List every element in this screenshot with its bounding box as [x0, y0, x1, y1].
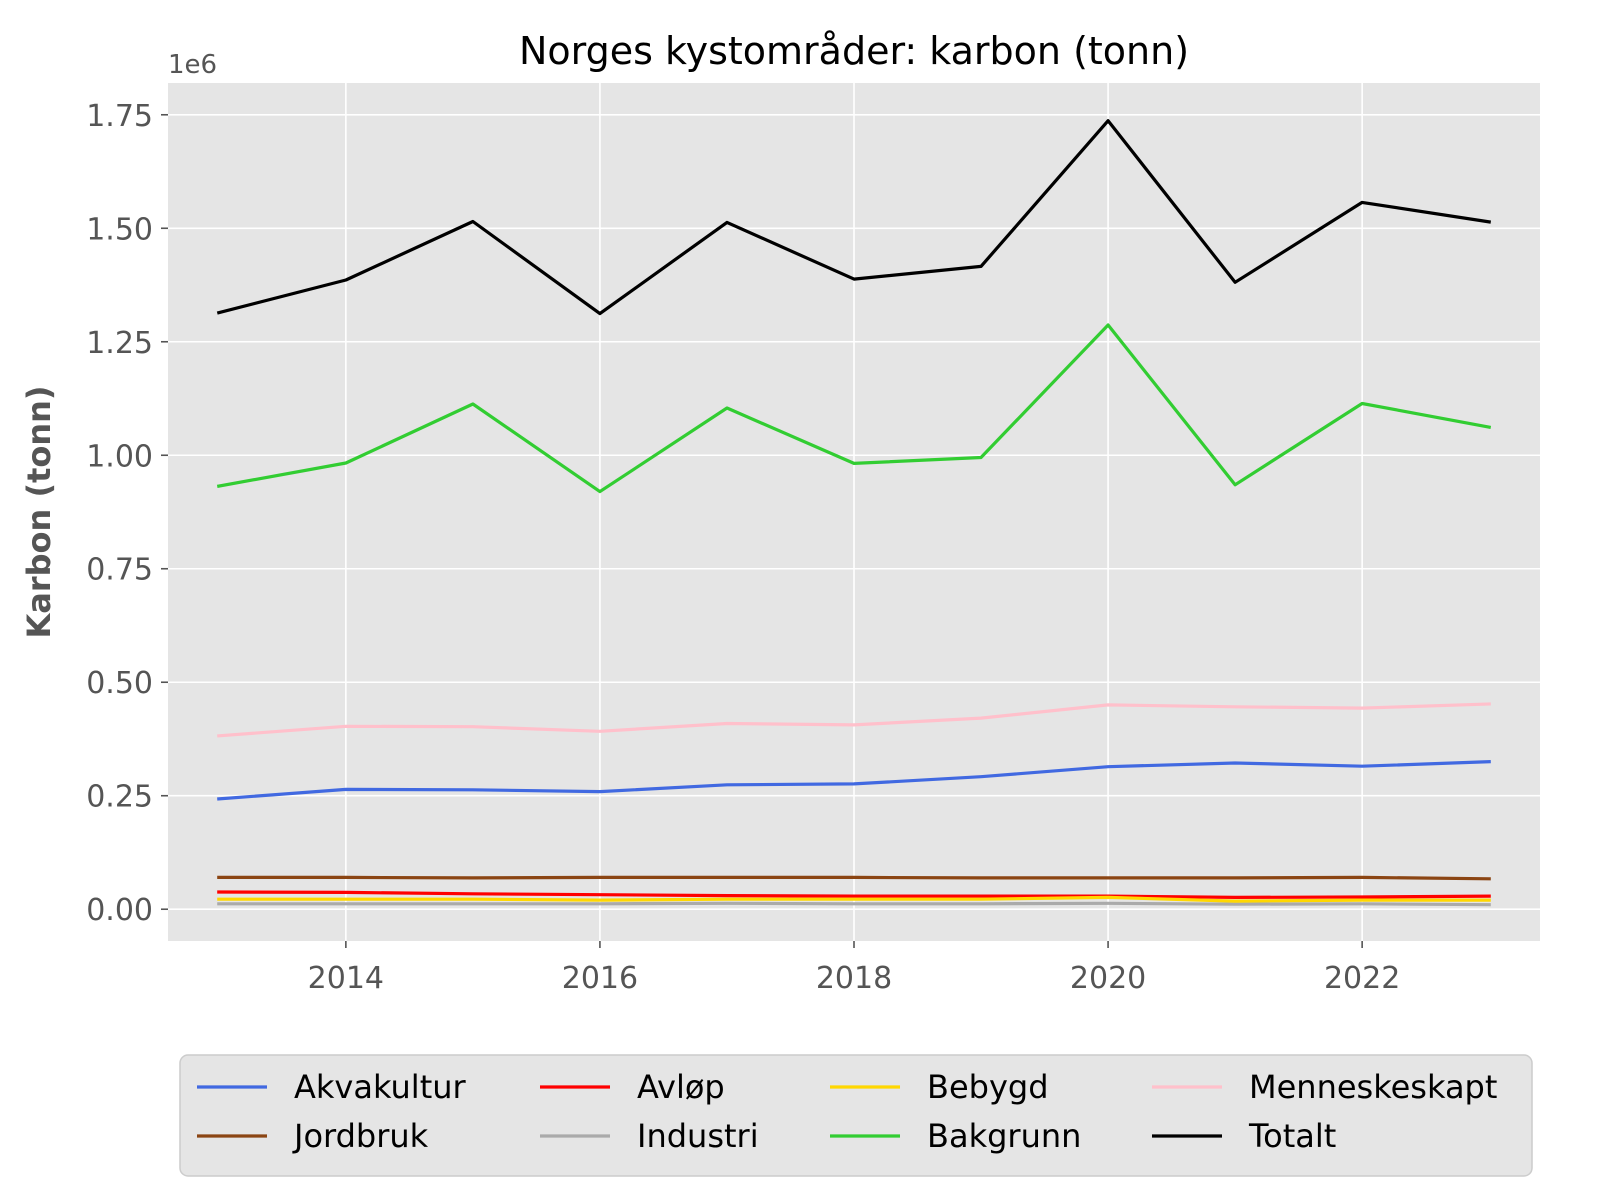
series-line-bakgrunn — [216, 323, 1492, 494]
x-tick-label: 2022 — [1324, 961, 1400, 996]
x-tick-label: 2016 — [562, 961, 638, 996]
chart-title: Norges kystområder: karbon (tonn) — [519, 29, 1189, 73]
legend: Akvakultur Jordbruk Avløp Industri Bebygd Bak… — [179, 1054, 1533, 1177]
y-tick-label: 0.00 — [86, 893, 153, 928]
series-line-totalt — [216, 119, 1492, 316]
grid-layer — [168, 83, 1540, 941]
legend-label-jordbruk: Jordbruk — [292, 1117, 429, 1155]
series-line-menneskeskapt — [217, 702, 1491, 738]
y-tick-label: 1.75 — [86, 99, 153, 134]
series-line-avl-p — [217, 890, 1491, 900]
series-line-jordbruk — [217, 875, 1491, 881]
legend-label-totalt: Totalt — [1248, 1117, 1336, 1155]
legend-label-akvakultur: Akvakultur — [294, 1068, 467, 1106]
legend-label-menneskeskapt: Menneskeskapt — [1249, 1068, 1497, 1106]
y-axis-label: Karbon (tonn) — [20, 385, 58, 638]
series-layer — [216, 119, 1492, 907]
y-tick-label: 1.25 — [86, 326, 153, 361]
y-axis-offset-label: 1e6 — [168, 50, 217, 80]
legend-items: Akvakultur Jordbruk Avløp Industri Bebygd Bak… — [197, 1068, 1497, 1155]
series-line-industri — [217, 901, 1491, 907]
x-tick-label: 2014 — [308, 961, 384, 996]
legend-label-bebygd: Bebygd — [927, 1068, 1049, 1106]
legend-label-industri: Industri — [637, 1117, 759, 1155]
x-tick-label: 2020 — [1070, 961, 1146, 996]
series-line-bebygd — [217, 895, 1491, 903]
y-tick-label: 1.50 — [86, 212, 153, 247]
x-tick-label: 2018 — [816, 961, 892, 996]
y-tick-label: 0.75 — [86, 553, 153, 588]
legend-label-avl-p: Avløp — [637, 1068, 725, 1106]
series-line-akvakultur — [217, 760, 1491, 801]
tick-layer: 2014 2016 2018 2020 2022 0.00 0.25 0.50 0.75 1.00… — [86, 99, 1400, 996]
legend-box — [179, 1054, 1533, 1177]
legend-label-bakgrunn: Bakgrunn — [927, 1117, 1081, 1155]
y-tick-label: 0.50 — [86, 666, 153, 701]
y-tick-label: 1.00 — [86, 439, 153, 474]
y-tick-label: 0.25 — [86, 780, 153, 815]
